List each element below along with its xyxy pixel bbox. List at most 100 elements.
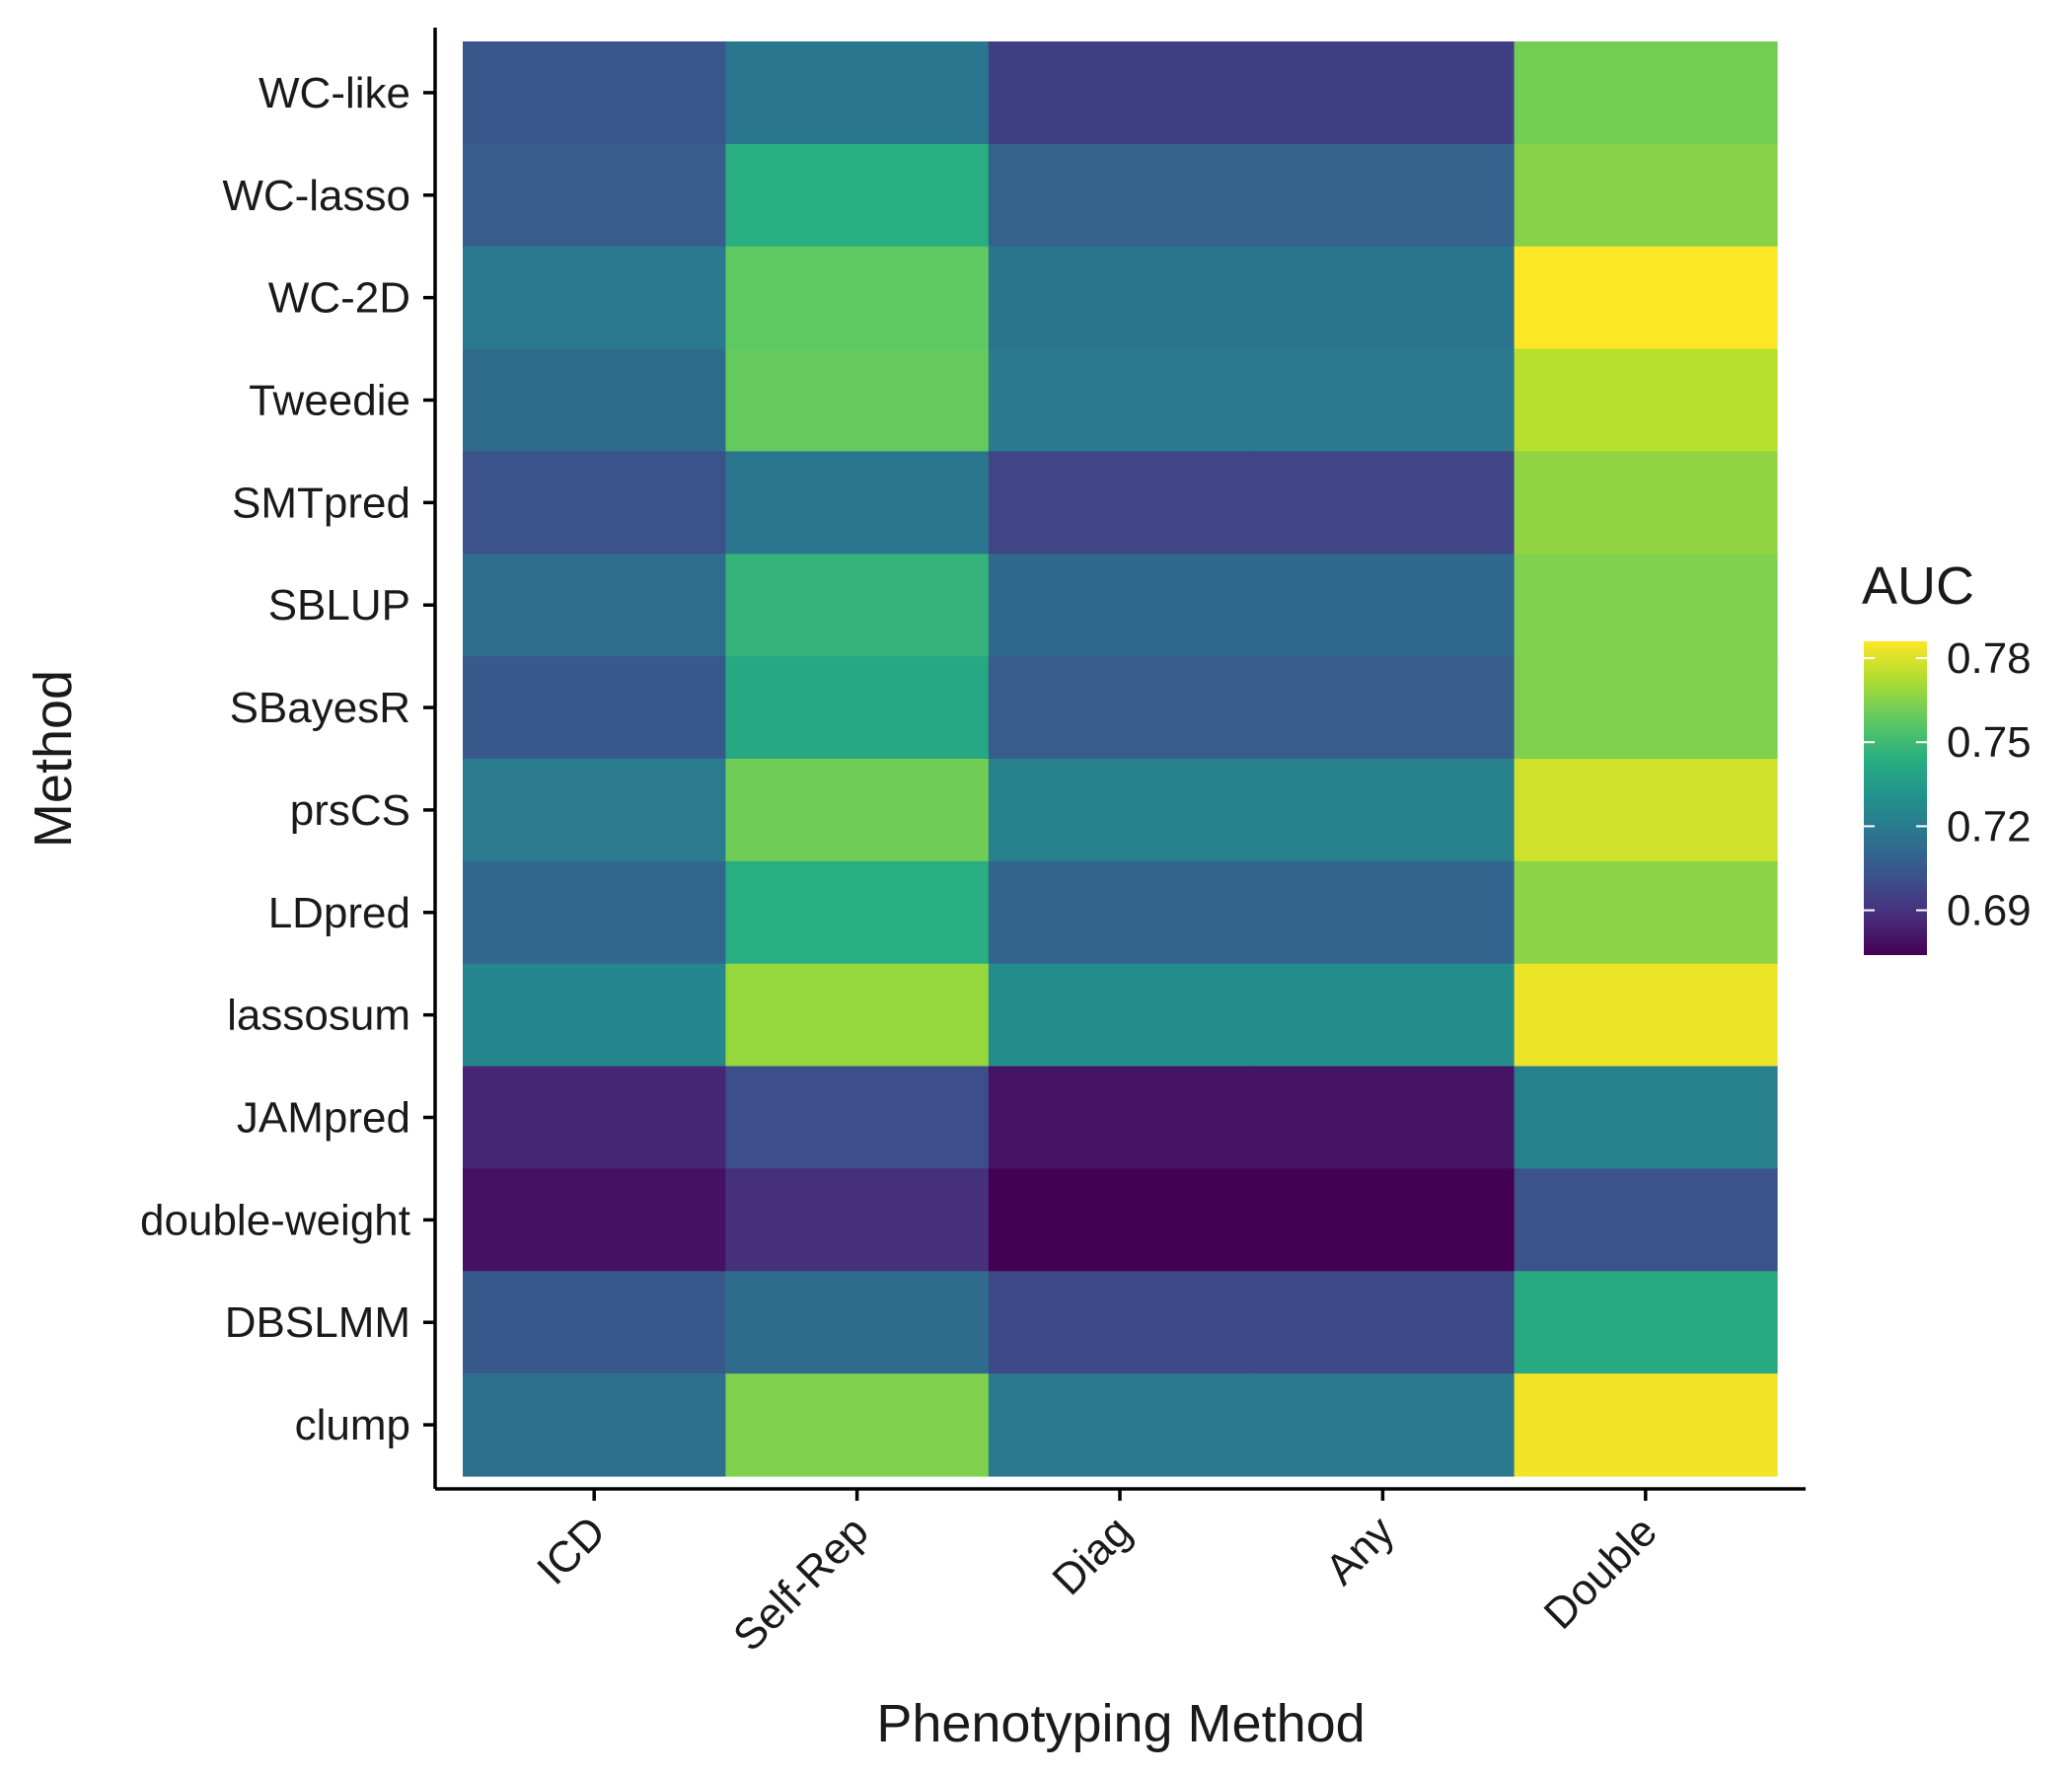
heatmap-cell: [725, 143, 990, 248]
x-tick-label: Self-Rep: [724, 1507, 878, 1661]
legend-title: AUC: [1862, 556, 1974, 616]
heatmap-cell: [1251, 451, 1516, 555]
heatmap-cell: [1251, 246, 1516, 350]
heatmap-cell: [1514, 1271, 1778, 1374]
heatmap-cell: [988, 348, 1252, 453]
x-axis-title: Phenotyping Method: [876, 1694, 1365, 1753]
heatmap-cell: [725, 963, 990, 1068]
heatmap-cell: [725, 656, 990, 760]
colorbar: [1864, 641, 1927, 955]
heatmap-cell: [1251, 554, 1516, 657]
legend-tick-label: 0.69: [1947, 887, 2032, 935]
heatmap-cell: [988, 451, 1252, 555]
heatmap-cell: [1514, 41, 1778, 145]
legend-tick-label: 0.78: [1947, 634, 2032, 683]
y-tick-label: LDpred: [268, 889, 410, 937]
heatmap-cell: [725, 554, 990, 657]
heatmap-cell: [463, 348, 726, 453]
heatmap-cell: [463, 759, 726, 862]
heatmap-cell: [463, 554, 726, 657]
legend-tick-label: 0.75: [1947, 718, 2032, 767]
heatmap-cell: [1514, 451, 1778, 555]
heatmap-cell: [1251, 1271, 1516, 1374]
heatmap-cell: [988, 41, 1252, 145]
heatmap-cell: [463, 656, 726, 760]
x-tick-label: Double: [1535, 1507, 1666, 1638]
heatmap-cell: [463, 1066, 726, 1170]
y-tick-labels: WC-like WC-lasso WC-2D Tweedie SMTpred SBLUP S…: [140, 69, 410, 1449]
heatmap-cell: [725, 348, 990, 453]
heatmap-cell: [1514, 656, 1778, 760]
y-tick-label: Tweedie: [249, 377, 410, 425]
heatmap-cell: [1251, 759, 1516, 862]
y-tick-label: WC-2D: [268, 274, 410, 323]
heatmap-cell: [988, 963, 1252, 1068]
heatmap-cell: [463, 1168, 726, 1272]
heatmap-cell: [725, 246, 990, 350]
heatmap-cell: [1251, 860, 1516, 965]
heatmap-cell: [1251, 143, 1516, 248]
x-tick-label: Diag: [1043, 1507, 1141, 1604]
y-tick-label: prsCS: [290, 786, 410, 835]
heatmap-cell: [988, 246, 1252, 350]
heatmap-cell: [1514, 963, 1778, 1068]
heatmap-cell: [1514, 1373, 1778, 1477]
y-tick-label: JAMpred: [237, 1094, 410, 1143]
heatmap-cell: [1514, 348, 1778, 453]
heatmap-cell: [463, 1373, 726, 1477]
heatmap-cell: [1514, 1168, 1778, 1272]
y-axis-title: Method: [24, 670, 83, 848]
heatmap-cell: [1251, 1066, 1516, 1170]
heatmap-cell: [1514, 554, 1778, 657]
heatmap-cell: [725, 1168, 990, 1272]
x-tick-labels: ICD Self-Rep Diag Any Double: [528, 1507, 1666, 1661]
x-tick-label: Any: [1316, 1507, 1403, 1593]
y-tick-label: WC-like: [259, 69, 410, 117]
heatmap-cell: [988, 1373, 1252, 1477]
y-tick-label: WC-lasso: [222, 172, 410, 220]
heatmap-cell: [1514, 246, 1778, 350]
heatmap-cell: [988, 860, 1252, 965]
y-tick-label: SBLUP: [268, 581, 410, 629]
heatmap-cell: [1514, 143, 1778, 248]
x-tick-label: ICD: [528, 1507, 615, 1593]
heatmap-cell: [988, 1271, 1252, 1374]
heatmap-cell: [463, 41, 726, 145]
heatmap-cell: [988, 1066, 1252, 1170]
heatmap-cell: [463, 246, 726, 350]
heatmap-cell: [988, 554, 1252, 657]
heatmap-cell: [1514, 759, 1778, 862]
heatmap-cell: [725, 860, 990, 965]
legend-ticks: 0.69 0.72 0.75 0.78: [1864, 634, 2032, 935]
heatmap-cell: [988, 1168, 1252, 1272]
heatmap-cell: [463, 963, 726, 1068]
heatmap-cell: [988, 656, 1252, 760]
heatmap-cell: [1251, 348, 1516, 453]
heatmap-cell: [1251, 656, 1516, 760]
y-tick-label: double-weight: [140, 1196, 410, 1244]
heatmap-cell: [988, 759, 1252, 862]
heatmap-cell: [1251, 1168, 1516, 1272]
y-tick-label: clump: [295, 1401, 410, 1449]
heatmap-cell: [463, 143, 726, 248]
heatmap-cell: [1514, 1066, 1778, 1170]
heatmap-cell: [1514, 860, 1778, 965]
heatmap-cells: [463, 41, 1778, 1477]
heatmap-cell: [463, 1271, 726, 1374]
y-tick-label: SBayesR: [230, 684, 410, 732]
heatmap-cell: [463, 860, 726, 965]
legend-tick-label: 0.72: [1947, 802, 2032, 851]
heatmap-cell: [463, 451, 726, 555]
axes: [423, 28, 1806, 1501]
heatmap-cell: [725, 1066, 990, 1170]
heatmap-cell: [725, 451, 990, 555]
heatmap-cell: [1251, 1373, 1516, 1477]
heatmap-cell: [1251, 41, 1516, 145]
y-tick-label: SMTpred: [232, 479, 410, 527]
heatmap-cell: [725, 1373, 990, 1477]
heatmap-cell: [988, 143, 1252, 248]
y-tick-label: lassosum: [227, 992, 410, 1040]
heatmap-cell: [725, 41, 990, 145]
y-tick-label: DBSLMM: [225, 1298, 410, 1347]
